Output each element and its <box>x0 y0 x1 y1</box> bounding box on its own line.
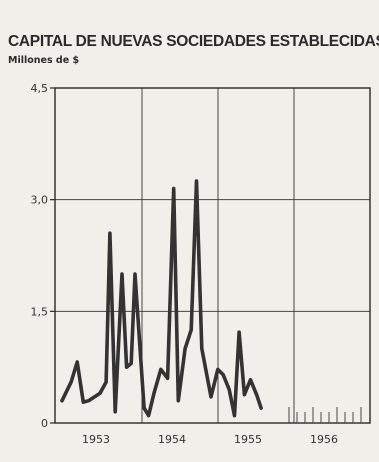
series-line <box>60 179 263 418</box>
y-tick-label: 1,5 <box>31 305 49 318</box>
x-tick-label: 1954 <box>158 433 186 446</box>
grid-lines <box>55 88 370 423</box>
plot-frame <box>54 87 371 424</box>
y-tick-label: 3,0 <box>31 194 49 207</box>
y-axis-label: Millones de $ <box>8 55 80 66</box>
y-tick-label: 4,5 <box>31 82 49 95</box>
x-tick-label: 1956 <box>310 433 338 446</box>
chart-title: CAPITAL DE NUEVAS SOCIEDADES ESTABLECIDA… <box>8 33 379 50</box>
y-tick-labels: 0 1,5 3,0 4,5 <box>31 82 55 430</box>
x-tick-label: 1955 <box>234 433 262 446</box>
y-tick-label: 0 <box>41 417 48 430</box>
x-tick-label: 1953 <box>82 433 110 446</box>
x-tick-labels: 1953 1954 1955 1956 <box>82 433 338 446</box>
projection-ticks <box>288 407 362 423</box>
